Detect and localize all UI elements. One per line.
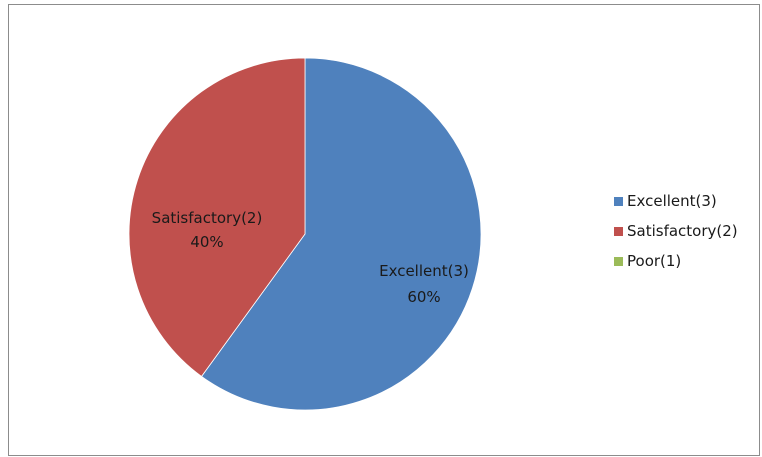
- data-label-satisfactory-category: Satisfactory(2): [152, 209, 263, 227]
- data-label-excellent-percent: 60%: [407, 288, 440, 306]
- legend-item-satisfactory: Satisfactory(2): [614, 220, 738, 242]
- legend-item-poor: Poor(1): [614, 250, 738, 272]
- legend-item-excellent: Excellent(3): [614, 190, 738, 212]
- legend-label-satisfactory: Satisfactory(2): [627, 222, 738, 240]
- data-label-excellent-category: Excellent(3): [379, 262, 469, 280]
- legend-label-excellent: Excellent(3): [627, 192, 717, 210]
- pie-chart: Excellent(3) 60% Satisfactory(2) 40%: [128, 57, 482, 411]
- pie-slice-satisfactory: [128, 57, 306, 377]
- legend: Excellent(3) Satisfactory(2) Poor(1): [614, 190, 738, 280]
- legend-swatch-excellent: [614, 196, 623, 206]
- legend-swatch-poor: [614, 256, 623, 266]
- chart-area: Excellent(3) 60% Satisfactory(2) 40% Exc…: [8, 4, 760, 456]
- data-label-satisfactory-percent: 40%: [190, 233, 223, 251]
- legend-label-poor: Poor(1): [627, 252, 682, 270]
- legend-swatch-satisfactory: [614, 226, 623, 236]
- pie-slice-excellent: [200, 57, 482, 411]
